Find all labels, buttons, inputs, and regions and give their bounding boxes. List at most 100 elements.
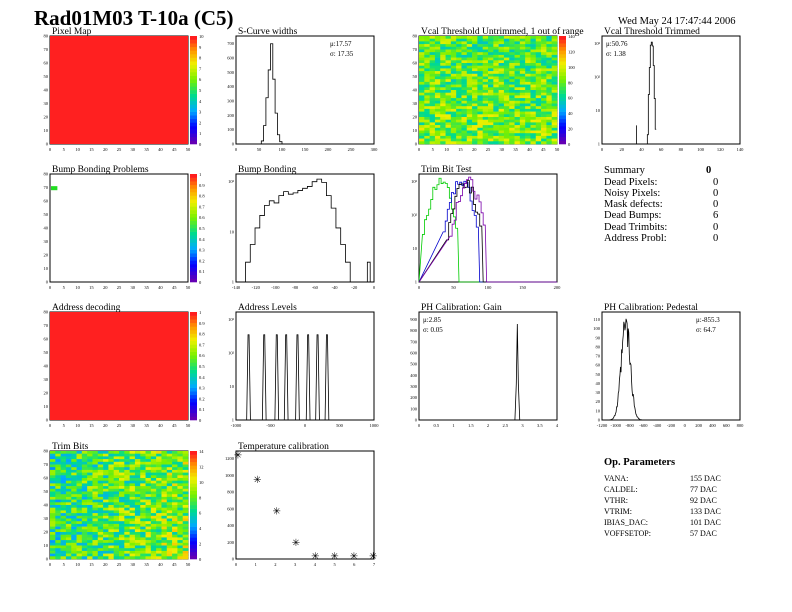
heatmap-cell [434,84,441,88]
palette-swatch [190,140,197,145]
heatmap-cell [134,502,141,506]
heatmap-cell [87,505,93,508]
y-tick-label: 500 [410,362,418,367]
heatmap-cell [429,90,436,93]
heatmap-cell [76,505,83,508]
heatmap-cell [156,456,162,460]
heatmap-cell [461,111,468,115]
heatmap-cell [535,79,542,83]
heatmap-cell [429,87,436,91]
z-tick-label: 0.6 [199,353,205,358]
heatmap-cell [166,545,173,549]
heatmap-cell [119,550,125,554]
heatmap-cell [113,464,120,468]
heatmap-cell [482,76,489,80]
heatmap-cell [65,529,72,533]
heatmap-cell [92,556,99,560]
x-tick-label: 40 [527,147,532,152]
x-tick-label: 0 [418,147,421,152]
heatmap-cell [525,108,531,112]
heatmap-cell [477,63,483,66]
heatmap-cell [108,523,114,527]
heatmap-cell [145,542,152,546]
y-tick-label: 10 [413,246,418,251]
palette-swatch [190,206,197,211]
heatmap-cell [541,103,547,107]
heatmap-cell [477,135,483,139]
heatmap-cell [445,73,452,77]
heatmap-cell [493,71,499,75]
heatmap-cell [60,461,67,465]
heatmap-cell [488,119,494,123]
heatmap-cell [535,122,542,126]
heatmap-cell [50,461,56,465]
heatmap-cell [140,475,146,479]
y-tick-label: 20 [44,530,49,535]
heatmap-cell [541,63,547,66]
heatmap-cell [156,480,162,484]
heatmap-cell [472,133,478,137]
heatmap-cell [182,523,189,527]
heatmap-cell [530,41,537,45]
heatmap-cell [177,480,183,484]
heatmap-cell [87,483,93,487]
heatmap-cell [429,73,436,77]
heatmap-cell [503,65,510,69]
heatmap-cell [503,135,510,139]
y-tick-label: 20 [44,115,49,120]
heatmap-cell [55,480,61,484]
heatmap-cell [424,141,430,145]
heatmap-cell [108,467,114,471]
heatmap-cell [525,52,531,56]
heatmap-cell [551,76,558,80]
x-tick-label: 250 [348,147,356,152]
z-tick-label: 1 [199,310,201,315]
heatmap-cell [81,494,88,498]
y-tick-label: 50 [44,489,49,494]
x-tick-label: 0 [235,147,238,152]
heatmap-cell [182,459,189,463]
heatmap-cell [456,130,462,134]
y-tick-label: 10² [411,213,418,218]
heatmap-cell [535,103,542,107]
z-tick-label: 0.8 [199,332,205,337]
heatmap-cell [150,505,157,508]
heatmap-cell [172,461,178,465]
palette-swatch [559,86,566,91]
y-tick-label: 10² [228,179,235,184]
heatmap-cell [424,76,430,80]
heatmap-cell [119,502,125,506]
heatmap-cell [456,127,462,131]
heatmap-cell [119,499,125,503]
x-tick-label: 5 [63,423,66,428]
heatmap-cell [161,478,168,481]
palette-swatch [559,43,566,48]
heatmap-cell [71,532,77,535]
heatmap-cell [161,518,168,522]
heatmap-cell [482,122,489,126]
heatmap-cell [65,486,72,490]
heatmap-cell [124,515,130,519]
heatmap-cell [472,100,478,104]
heatmap-cell [429,68,436,72]
heatmap-cell [546,87,552,91]
heatmap-cell [103,502,109,506]
heatmap-cell [503,76,510,80]
heatmap-cell [472,57,478,61]
heatmap-cell [498,46,505,50]
heatmap-cell [429,135,436,139]
palette-swatch [190,43,197,48]
heatmap-cell [551,73,558,77]
heatmap-cell [81,537,88,541]
heatmap-cell [55,542,61,546]
heatmap-cell [541,138,547,142]
palette-swatch [559,64,566,69]
x-tick-label: 100 [697,147,705,152]
heatmap-cell [134,478,141,481]
heatmap-cell [434,57,441,61]
heatmap-cell [76,534,83,538]
heatmap-cell [108,478,114,481]
op-param-label: VANA: [604,474,629,483]
heatmap-cell [546,79,552,83]
heatmap-cell [65,537,72,541]
